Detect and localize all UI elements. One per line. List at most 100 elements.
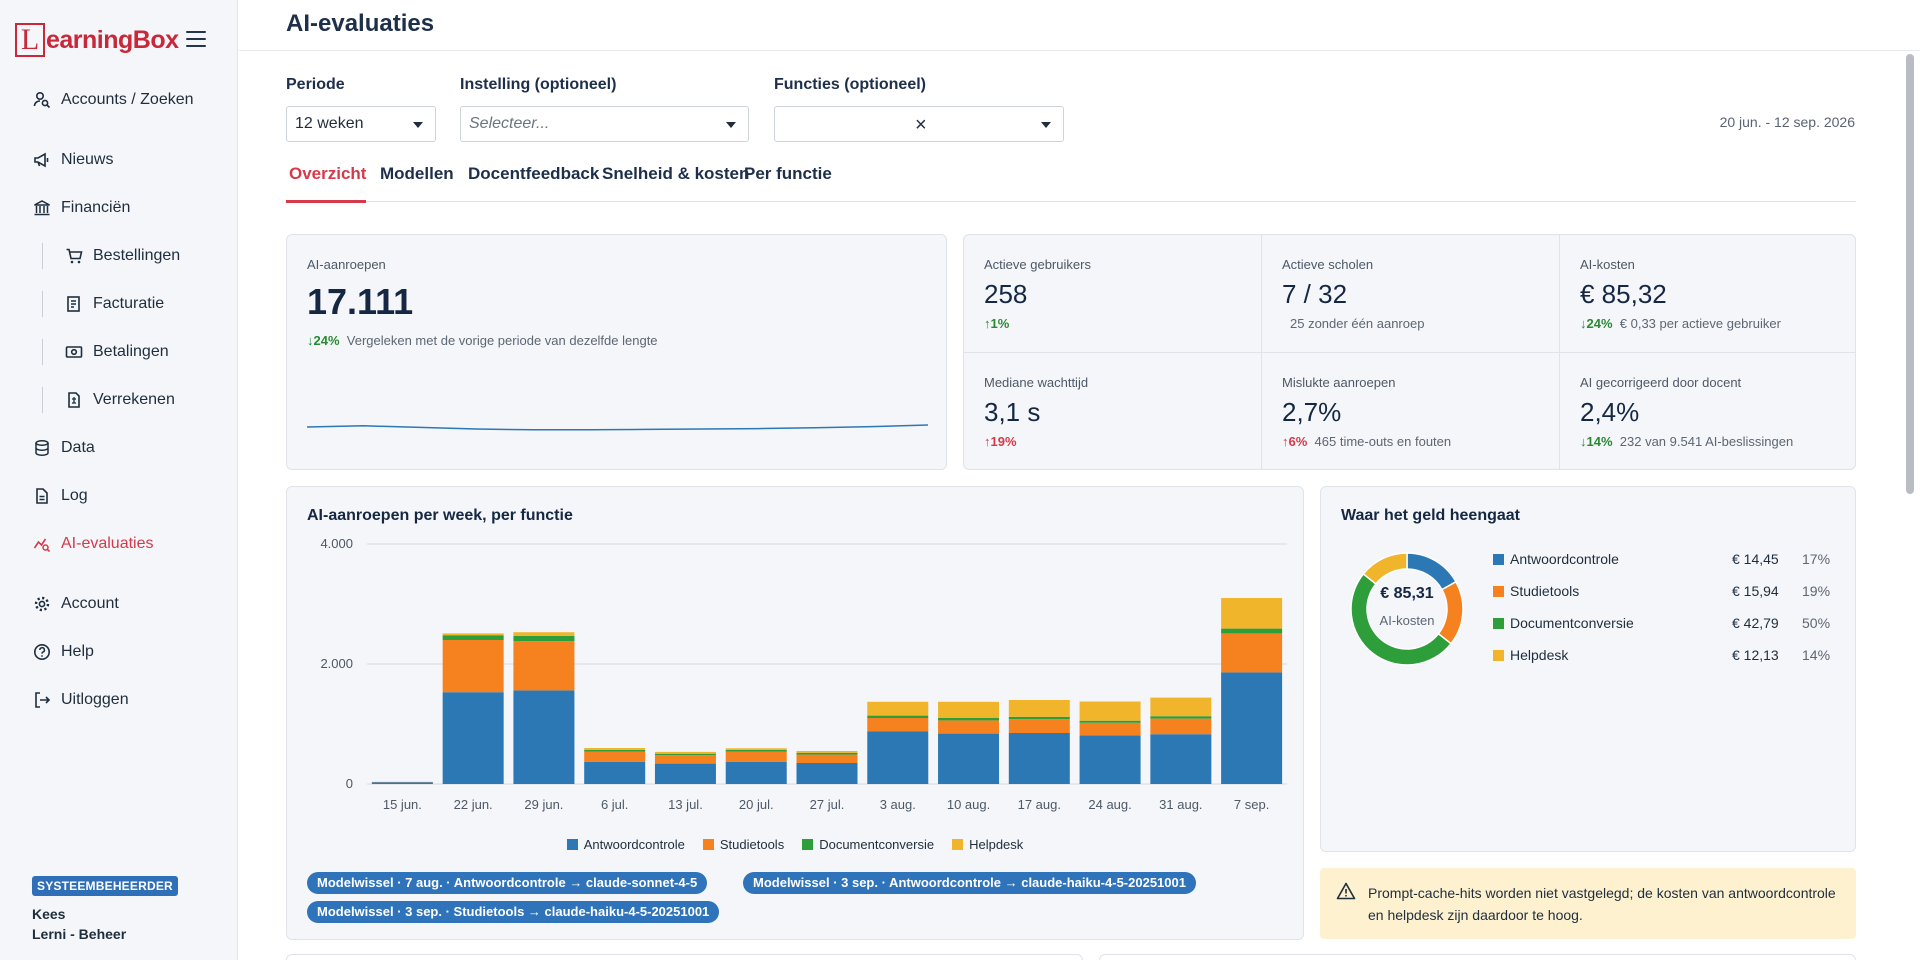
date-range: 20 jun. - 12 sep. 2026 — [1719, 114, 1855, 130]
model-change-pill[interactable]: Modelwissel · 3 sep. · Antwoordcontrole … — [743, 872, 1196, 894]
sidebar-item-facturatie[interactable]: Facturatie — [64, 292, 164, 316]
bar-segment[interactable] — [1008, 716, 1070, 720]
document-icon — [32, 486, 52, 506]
sidebar-item-bestellingen[interactable]: Bestellingen — [64, 244, 180, 268]
bar-segment[interactable] — [1221, 598, 1283, 629]
bar-segment[interactable] — [584, 761, 646, 784]
bar-segment[interactable] — [725, 748, 787, 750]
kpi-value: 2,4% — [1580, 397, 1640, 427]
sidebar-item-nieuws[interactable]: Nieuws — [32, 148, 113, 172]
bar-segment[interactable] — [867, 718, 929, 732]
bar-segment[interactable] — [867, 701, 929, 716]
tab-docentfeedback[interactable]: Docentfeedback — [468, 164, 600, 183]
bar-segment[interactable] — [1221, 672, 1283, 784]
bar-segment[interactable] — [1150, 716, 1212, 719]
bar-segment[interactable] — [796, 752, 858, 755]
logout-icon — [32, 690, 52, 710]
spend-title: Waar het geld heengaat — [1341, 507, 1520, 524]
database-icon — [32, 438, 52, 458]
x-tick-label: 10 aug. — [947, 797, 990, 812]
bar-segment[interactable] — [1008, 700, 1070, 717]
periode-select[interactable]: 12 weken — [286, 106, 436, 142]
bar-segment[interactable] — [725, 761, 787, 784]
functies-select[interactable]: × — [774, 106, 1064, 142]
bar-segment[interactable] — [725, 751, 787, 762]
bar-segment[interactable] — [442, 633, 504, 636]
donut-slice[interactable] — [1362, 552, 1408, 585]
bar-segment[interactable] — [1079, 701, 1141, 721]
sidebar-item-help[interactable]: Help — [32, 640, 94, 664]
bar-segment[interactable] — [442, 640, 504, 693]
sidebar-item-betalingen[interactable]: Betalingen — [64, 340, 169, 364]
sidebar-item-data[interactable]: Data — [32, 436, 95, 460]
bar-segment[interactable] — [654, 755, 716, 764]
kpi-note: 25 zonder één aanroep — [1290, 316, 1425, 331]
bar-segment[interactable] — [513, 641, 575, 691]
tab-snelheid-kosten[interactable]: Snelheid & kosten — [602, 164, 750, 183]
bar-segment[interactable] — [1221, 633, 1283, 673]
bar-segment[interactable] — [1150, 697, 1212, 717]
model-change-pill[interactable]: Modelwissel · 3 sep. · Studietools → cla… — [307, 901, 720, 923]
spend-legend-row: Studietools € 15,94 19% — [1493, 583, 1833, 599]
donut-slice[interactable] — [1350, 572, 1453, 666]
bar-segment[interactable] — [442, 692, 504, 784]
bar-segment[interactable] — [654, 753, 716, 756]
bar-segment[interactable] — [654, 763, 716, 784]
x-tick-label: 20 jul. — [739, 797, 774, 812]
bar-segment[interactable] — [796, 751, 858, 753]
spend-legend-row: Antwoordcontrole € 14,45 17% — [1493, 551, 1833, 567]
kpi-delta: ↑19% — [984, 434, 1017, 449]
bar-segment[interactable] — [442, 635, 504, 640]
sidebar-item-uitloggen[interactable]: Uitloggen — [32, 688, 129, 712]
bar-segment[interactable] — [513, 690, 575, 784]
tab-modellen[interactable]: Modellen — [380, 164, 454, 183]
clear-icon[interactable]: × — [915, 114, 927, 136]
bar-segment[interactable] — [938, 701, 1000, 718]
sidebar-item-account[interactable]: Account — [32, 592, 119, 616]
bar-segment[interactable] — [1221, 628, 1283, 634]
kpi-label: Mislukte aanroepen — [1282, 375, 1396, 390]
bar-segment[interactable] — [584, 749, 646, 752]
bar-segment[interactable] — [1008, 733, 1070, 784]
bar-segment[interactable] — [796, 754, 858, 763]
tab-overzicht[interactable]: Overzicht — [286, 164, 366, 203]
role-badge: SYSTEEMBEHEERDER — [32, 876, 178, 896]
bar-segment[interactable] — [796, 763, 858, 784]
sidebar-item-verrekenen[interactable]: Verrekenen — [64, 388, 175, 412]
model-change-pill[interactable]: Modelwissel · 7 aug. · Antwoordcontrole … — [307, 872, 708, 894]
learningbox-logo[interactable]: L earningBox — [15, 22, 179, 58]
spend-pct: 17% — [1802, 551, 1831, 567]
bar-segment[interactable] — [1079, 720, 1141, 723]
bar-segment[interactable] — [513, 635, 575, 642]
bar-segment[interactable] — [1079, 735, 1141, 784]
bar-segment[interactable] — [938, 733, 1000, 784]
sidebar-item-accounts[interactable]: Accounts / Zoeken — [32, 88, 194, 112]
sidebar-item-log[interactable]: Log — [32, 484, 88, 508]
sidebar-item-ai-evaluaties[interactable]: AI-evaluaties — [32, 532, 154, 556]
bar-segment[interactable] — [1150, 734, 1212, 784]
bar-segment[interactable] — [371, 782, 433, 784]
sidebar-item-financien[interactable]: Financiën — [32, 196, 130, 220]
instelling-select[interactable]: Selecteer... — [460, 106, 749, 142]
scrollbar[interactable] — [1906, 54, 1914, 494]
bar-segment[interactable] — [513, 632, 575, 636]
chevron-down-icon — [1041, 122, 1051, 128]
x-tick-label: 13 jul. — [668, 797, 703, 812]
menu-toggle-icon[interactable] — [186, 31, 206, 47]
tab-per-functie[interactable]: Per functie — [744, 164, 832, 183]
bar-segment[interactable] — [867, 715, 929, 718]
spend-card: Waar het geld heengaat € 85,31 AI-kosten… — [1320, 486, 1856, 852]
bar-segment[interactable] — [1150, 718, 1212, 735]
bar-segment[interactable] — [654, 751, 716, 754]
bar-segment[interactable] — [584, 751, 646, 762]
bar-segment[interactable] — [1008, 719, 1070, 733]
x-tick-label: 6 jul. — [601, 797, 628, 812]
bar-segment[interactable] — [584, 748, 646, 750]
bar-segment[interactable] — [867, 731, 929, 784]
bar-segment[interactable] — [938, 718, 1000, 721]
bar-segment[interactable] — [938, 720, 1000, 734]
y-tick-label: 2.000 — [320, 656, 353, 671]
kpi-label: Actieve scholen — [1282, 257, 1374, 272]
bar-segment[interactable] — [1079, 722, 1141, 736]
bar-segment[interactable] — [725, 749, 787, 752]
